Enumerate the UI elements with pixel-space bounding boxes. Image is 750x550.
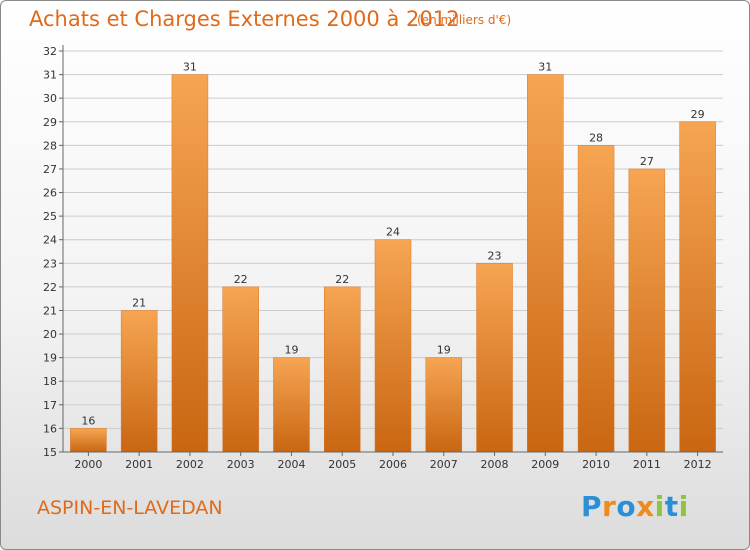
y-tick-label: 21 xyxy=(43,304,57,317)
data-label-2003: 22 xyxy=(234,273,248,286)
x-tick-label: 2007 xyxy=(430,458,458,471)
data-label-2012: 29 xyxy=(691,108,705,121)
bar-2009 xyxy=(527,74,564,453)
x-tick-label: 2006 xyxy=(379,458,407,471)
location-name: ASPIN-EN-LAVEDAN xyxy=(37,497,223,519)
bar-2011 xyxy=(628,168,666,453)
y-tick-label: 28 xyxy=(43,139,57,152)
x-tick-label: 2012 xyxy=(684,458,712,471)
x-tick-label: 2011 xyxy=(633,458,661,471)
chart-unit-note: (en milliers d'€) xyxy=(417,13,512,27)
y-tick-label: 16 xyxy=(43,422,57,435)
data-label-2008: 23 xyxy=(488,249,502,262)
data-label-2010: 28 xyxy=(589,131,603,144)
bar-2010 xyxy=(577,145,615,453)
x-tick-label: 2010 xyxy=(582,458,610,471)
bar-2003 xyxy=(222,286,259,453)
bars xyxy=(70,74,716,453)
y-tick-label: 27 xyxy=(43,163,57,176)
y-tick-label: 25 xyxy=(43,210,57,223)
data-label-2002: 31 xyxy=(183,61,197,74)
x-tick-label: 2000 xyxy=(74,458,102,471)
y-tick-label: 23 xyxy=(43,257,57,270)
data-label-2009: 31 xyxy=(538,61,552,74)
bar-2005 xyxy=(323,286,361,453)
bar-2012 xyxy=(679,121,716,453)
y-tick-label: 29 xyxy=(43,116,57,129)
bar-2007 xyxy=(425,357,463,453)
data-label-2007: 19 xyxy=(437,344,451,357)
y-tick-label: 19 xyxy=(43,352,57,365)
data-label-2005: 22 xyxy=(335,273,349,286)
y-tick-label: 18 xyxy=(43,375,57,388)
bar-2002 xyxy=(171,74,209,453)
x-tick-label: 2005 xyxy=(328,458,356,471)
data-label-2000: 16 xyxy=(81,414,95,427)
y-tick-label: 15 xyxy=(43,446,57,459)
x-tick-label: 2003 xyxy=(227,458,255,471)
proxiti-logo: Proxiti xyxy=(581,490,689,523)
x-tick-label: 2009 xyxy=(531,458,559,471)
x-tick-label: 2004 xyxy=(277,458,305,471)
data-labels: 16 21 31 22 19 22 24 19 23 31 28 27 29 xyxy=(81,61,704,428)
data-label-2011: 27 xyxy=(640,155,654,168)
y-tick-label: 17 xyxy=(43,399,57,412)
data-label-2001: 21 xyxy=(132,296,146,309)
bar-2006 xyxy=(374,239,412,453)
y-tick-label: 24 xyxy=(43,234,57,247)
y-tick-label: 30 xyxy=(43,92,57,105)
y-tick-label: 22 xyxy=(43,281,57,294)
x-tick-label: 2001 xyxy=(125,458,153,471)
y-tick-label: 20 xyxy=(43,328,57,341)
data-label-2004: 19 xyxy=(284,344,298,357)
x-tick-label: 2008 xyxy=(481,458,509,471)
chart-title: Achats et Charges Externes 2000 à 2012 xyxy=(29,7,460,31)
y-tick-label: 32 xyxy=(43,45,57,58)
bar-2000 xyxy=(70,428,107,453)
bar-2008 xyxy=(476,263,513,453)
y-tick-label: 26 xyxy=(43,187,57,200)
bar-2001 xyxy=(120,310,158,453)
axes: 15 16 17 18 19 20 21 22 23 24 25 26 27 28 29 30 31 32 2000… xyxy=(43,45,723,471)
data-label-2006: 24 xyxy=(386,226,400,239)
x-tick-label: 2002 xyxy=(176,458,204,471)
bar-2004 xyxy=(273,357,310,453)
y-tick-label: 31 xyxy=(43,69,57,82)
